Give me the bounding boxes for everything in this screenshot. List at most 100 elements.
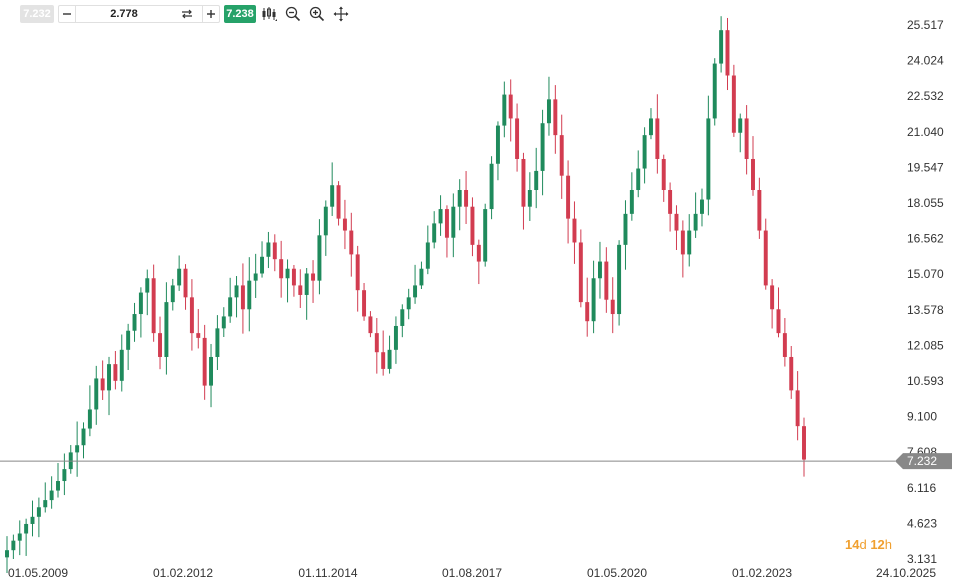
candle-body bbox=[751, 158, 755, 190]
x-tick-label: 01.05.2020 bbox=[587, 566, 647, 580]
candle bbox=[107, 356, 111, 416]
candle bbox=[240, 263, 245, 334]
candle bbox=[56, 463, 60, 498]
x-tick-label: 01.02.2023 bbox=[732, 566, 792, 580]
y-tick-label: 9.100 bbox=[907, 410, 937, 424]
quantity-input[interactable] bbox=[76, 8, 172, 20]
candle bbox=[770, 279, 775, 329]
candle bbox=[572, 201, 577, 264]
candlestick-type-icon[interactable] bbox=[258, 4, 280, 24]
candle bbox=[578, 229, 583, 308]
candle-body bbox=[546, 99, 551, 124]
candle-body bbox=[94, 378, 99, 410]
candle bbox=[476, 239, 481, 285]
candle bbox=[738, 113, 743, 153]
candle-body bbox=[451, 206, 456, 238]
candle bbox=[266, 231, 271, 269]
candle bbox=[30, 500, 35, 537]
candle bbox=[393, 316, 398, 364]
candle bbox=[540, 109, 545, 196]
candle bbox=[706, 95, 711, 216]
candle bbox=[342, 199, 347, 250]
candle bbox=[113, 350, 118, 390]
candle-body bbox=[323, 206, 328, 236]
zoom-in-icon[interactable] bbox=[306, 4, 328, 24]
candle bbox=[158, 316, 163, 370]
candle-body bbox=[738, 118, 743, 133]
candle-body bbox=[406, 297, 411, 310]
candle-body bbox=[113, 364, 118, 381]
candle-body bbox=[11, 540, 16, 551]
countdown-days: 14 bbox=[845, 537, 860, 552]
candle bbox=[202, 324, 207, 400]
pan-move-icon[interactable] bbox=[330, 4, 352, 24]
candle-body bbox=[687, 230, 692, 255]
y-tick-label: 16.562 bbox=[907, 232, 944, 246]
candle-body bbox=[782, 333, 787, 357]
countdown-hours-unit: h bbox=[884, 537, 893, 552]
candle bbox=[291, 264, 296, 297]
candle bbox=[355, 245, 360, 312]
candle-body bbox=[470, 206, 475, 245]
candle bbox=[215, 315, 220, 370]
candle bbox=[719, 16, 724, 73]
candle-body bbox=[272, 242, 277, 260]
zoom-out-icon[interactable] bbox=[282, 4, 304, 24]
candle bbox=[247, 257, 252, 332]
candle bbox=[489, 156, 494, 220]
minus-icon[interactable] bbox=[59, 6, 76, 22]
candle-body bbox=[56, 481, 60, 491]
candle bbox=[43, 482, 48, 513]
candle bbox=[668, 182, 673, 232]
candle bbox=[164, 282, 169, 375]
x-tick-label: 24.10.2025 bbox=[876, 566, 936, 580]
candle-body bbox=[330, 185, 335, 207]
candle-body bbox=[476, 244, 481, 262]
candle-body bbox=[495, 125, 500, 164]
plus-icon[interactable] bbox=[202, 6, 219, 22]
candle-body bbox=[164, 302, 169, 357]
candle-body bbox=[260, 256, 265, 274]
candle-body bbox=[336, 185, 341, 219]
y-tick-label: 15.070 bbox=[907, 267, 944, 281]
candle-body bbox=[483, 209, 488, 262]
candle-body bbox=[661, 158, 666, 190]
ask-price[interactable]: 7.238 bbox=[224, 5, 256, 23]
candle-body bbox=[425, 242, 430, 269]
candle-body bbox=[362, 290, 367, 317]
candle bbox=[17, 520, 22, 556]
x-tick-label: 01.11.2014 bbox=[298, 566, 357, 580]
candle-body bbox=[119, 349, 124, 381]
candle bbox=[381, 330, 386, 376]
candle-body bbox=[719, 30, 724, 64]
candle bbox=[559, 114, 564, 199]
candle bbox=[170, 278, 175, 311]
candle bbox=[304, 267, 309, 320]
candle bbox=[36, 497, 41, 538]
candle bbox=[534, 147, 539, 209]
candle bbox=[763, 218, 768, 290]
countdown-days-unit: d bbox=[859, 537, 867, 552]
candle-body bbox=[680, 230, 685, 255]
candle bbox=[119, 334, 124, 392]
candle-body bbox=[87, 409, 92, 429]
candle-body bbox=[387, 349, 392, 369]
candle-body bbox=[521, 158, 526, 207]
y-tick-label: 22.532 bbox=[907, 89, 944, 103]
candle bbox=[585, 277, 590, 337]
candle bbox=[527, 172, 532, 221]
candle bbox=[336, 181, 341, 226]
bid-price[interactable]: 7.232 bbox=[20, 5, 54, 23]
candle bbox=[234, 276, 239, 318]
y-tick-label: 13.578 bbox=[907, 303, 944, 317]
candle-body bbox=[24, 523, 29, 534]
candle-body bbox=[132, 314, 137, 331]
swap-icon[interactable] bbox=[172, 6, 202, 22]
y-tick-label: 21.040 bbox=[907, 125, 944, 139]
candle-body bbox=[419, 268, 424, 286]
candle-body bbox=[107, 364, 111, 391]
candle-body bbox=[515, 118, 520, 159]
candle bbox=[183, 264, 188, 310]
x-tick-label: 01.02.2012 bbox=[153, 566, 213, 580]
